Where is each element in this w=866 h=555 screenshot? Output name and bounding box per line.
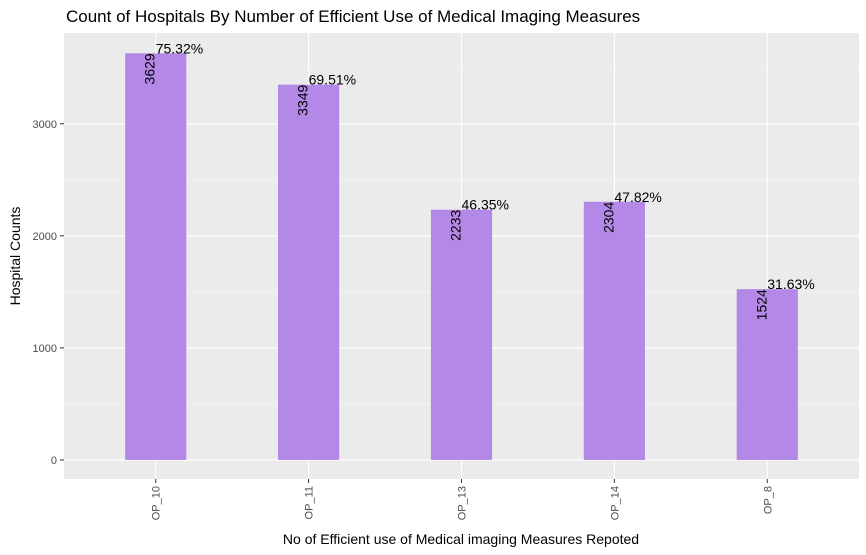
bar — [583, 201, 645, 460]
x-tick-label: OP_11 — [304, 486, 316, 519]
y-tick-label: 2000 — [33, 231, 57, 243]
percent-label: 31.63% — [767, 276, 814, 292]
bar — [278, 84, 340, 460]
bar — [736, 289, 798, 460]
percent-label: 47.82% — [614, 189, 661, 205]
percent-label: 69.51% — [309, 72, 356, 88]
count-label: 2233 — [448, 210, 464, 241]
x-tick-label: OP_14 — [609, 486, 621, 520]
count-label: 3629 — [142, 53, 158, 84]
x-axis-title: No of Efficient use of Medical imaging M… — [283, 531, 639, 547]
y-axis: 0 1000 2000 3000 — [33, 119, 64, 467]
y-axis-title: Hospital Counts — [7, 207, 23, 306]
x-tick-label: OP_8 — [762, 486, 774, 514]
bar — [430, 209, 493, 460]
count-label: 1524 — [753, 289, 769, 320]
y-tick-label: 3000 — [33, 119, 57, 131]
y-tick-label: 1000 — [33, 343, 57, 355]
count-label: 3349 — [295, 84, 311, 115]
percent-label: 46.35% — [462, 197, 509, 213]
x-tick-label: OP_13 — [457, 486, 469, 520]
y-tick-label: 0 — [51, 455, 57, 467]
x-tick-label: OP_10 — [151, 486, 163, 520]
bars — [125, 53, 798, 460]
x-axis: OP_10 OP_11 OP_13 OP_14 OP_8 — [151, 479, 774, 520]
percent-label: 75.32% — [156, 40, 203, 56]
bar — [125, 53, 187, 460]
count-label: 2304 — [600, 202, 616, 233]
chart-title: Count of Hospitals By Number of Efficien… — [66, 7, 640, 26]
